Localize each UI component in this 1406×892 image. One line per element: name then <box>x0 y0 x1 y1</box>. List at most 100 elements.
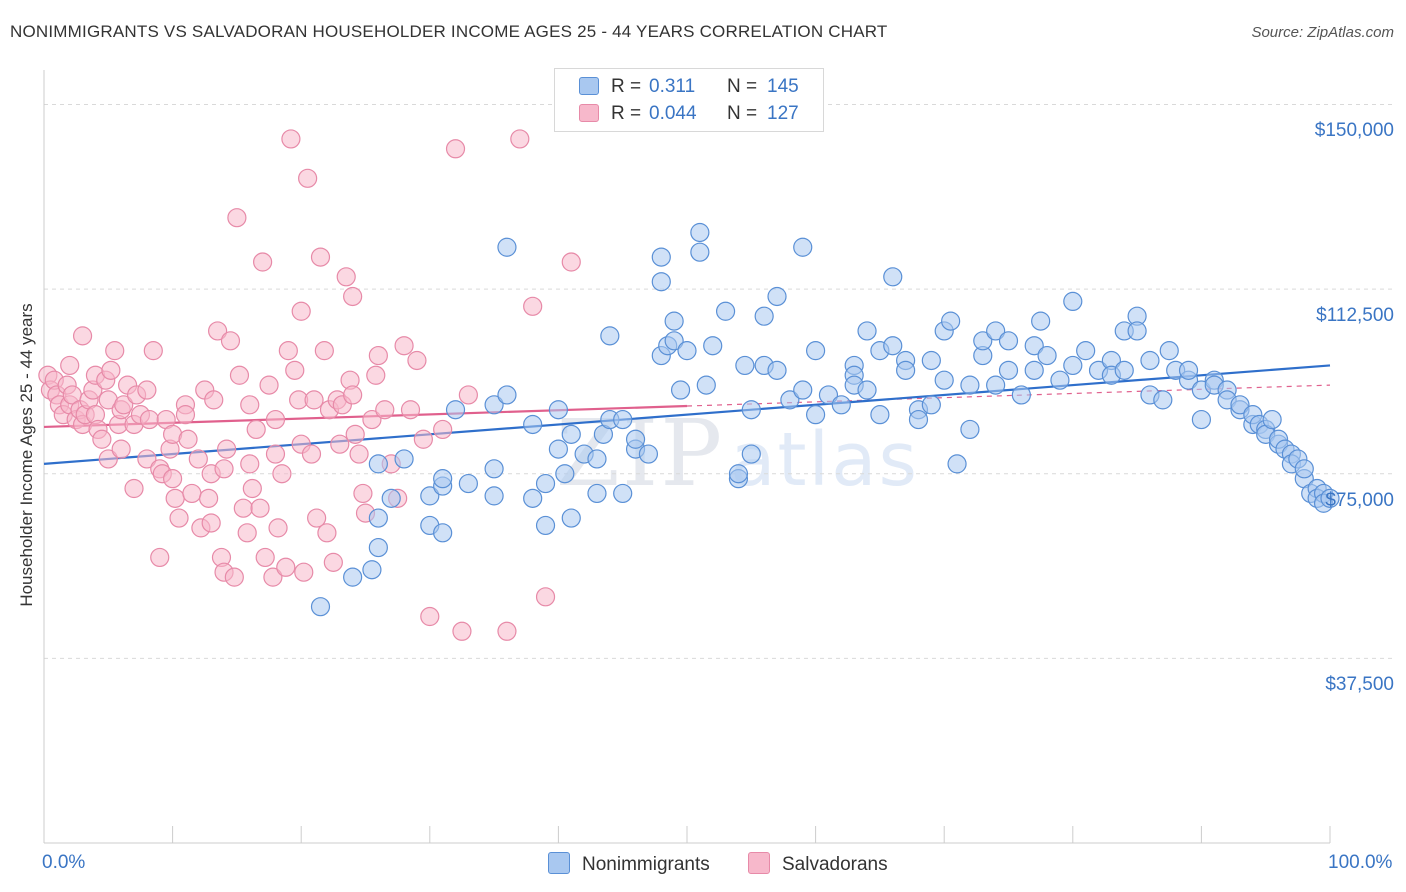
salvadorans-point <box>497 621 517 641</box>
nonimmigrants-swatch <box>579 77 599 95</box>
nonimmigrants-point <box>1294 459 1314 479</box>
salvadorans-point <box>535 587 556 607</box>
salvadorans-points <box>38 129 581 641</box>
nonimmigrants-point <box>548 400 569 420</box>
salvadorans-point <box>137 380 157 400</box>
salvadorans-point <box>420 606 440 627</box>
nonimmigrants-point <box>362 560 382 580</box>
salvadorans-point <box>240 395 260 415</box>
nonimmigrants-point <box>625 429 646 449</box>
nonimmigrants-point <box>484 459 504 479</box>
salvadorans-point <box>336 267 356 287</box>
salvadorans-point <box>510 129 530 149</box>
x-tick-label-min: 0.0% <box>42 852 86 873</box>
legend-item-salvadorans[interactable]: Salvadorans <box>748 852 888 876</box>
salvadorans-point <box>224 567 244 587</box>
salvadorans-point <box>237 523 257 543</box>
nonimmigrants-point <box>1230 395 1250 415</box>
nonimmigrants-point <box>960 375 980 395</box>
salvadorans-point <box>294 562 314 582</box>
nonimmigrants-point <box>735 355 755 376</box>
legend-item-nonimmigrants[interactable]: Nonimmigrants <box>548 852 710 876</box>
nonimmigrants-point <box>896 360 916 380</box>
nonimmigrants-point <box>973 331 993 351</box>
salvadorans-point <box>400 400 421 420</box>
nonimmigrants-point <box>831 395 851 415</box>
salvadorans-point <box>307 508 327 528</box>
nonimmigrants-point <box>1063 355 1083 376</box>
salvadorans-point <box>114 395 134 415</box>
y-tick-label: $150,000 <box>1314 120 1394 142</box>
salvadorans-point <box>349 444 369 464</box>
n-value-nonimmigrants: 145 <box>767 76 799 97</box>
source-credit: Source: ZipAtlas.com <box>1251 24 1394 41</box>
legend-label-nonimmigrants: Nonimmigrants <box>582 854 710 875</box>
salvadorans-point <box>255 547 275 568</box>
nonimmigrants-point <box>818 385 839 405</box>
salvadorans-point <box>178 429 198 449</box>
nonimmigrants-point <box>793 380 813 400</box>
n-label: N = <box>727 76 758 97</box>
y-tick-label: $75,000 <box>1325 489 1394 511</box>
nonimmigrants-point <box>1011 385 1031 405</box>
nonimmigrants-point <box>1262 409 1282 430</box>
nonimmigrants-point <box>1031 311 1051 331</box>
nonimmigrants-point <box>1320 488 1340 508</box>
nonimmigrants-point <box>690 222 710 243</box>
nonimmigrants-point <box>548 439 569 459</box>
salvadorans-point <box>375 400 395 420</box>
nonimmigrants-point <box>998 331 1019 351</box>
salvadorans-point <box>175 405 196 425</box>
salvadorans-point <box>201 513 221 533</box>
salvadorans-point <box>362 409 382 430</box>
salvadorans-point <box>353 483 373 504</box>
salvadorans-point <box>182 483 202 504</box>
salvadorans-point <box>268 518 288 538</box>
salvadorans-point <box>204 390 224 410</box>
nonimmigrants-legend-swatch <box>548 852 570 874</box>
salvadorans-point <box>143 341 163 361</box>
salvadorans-point <box>345 424 365 444</box>
salvadorans-point <box>433 419 453 440</box>
stats-row-salvadorans: R = 0.044 N = 127 <box>579 101 799 127</box>
salvadorans-point <box>281 129 301 149</box>
salvadorans-point <box>314 341 334 361</box>
salvadorans-point <box>111 439 131 459</box>
nonimmigrants-point <box>921 395 941 415</box>
nonimmigrants-point <box>433 469 453 489</box>
nonimmigrants-point <box>741 444 761 464</box>
nonimmigrants-point <box>1050 370 1070 390</box>
salvadorans-point <box>343 286 363 307</box>
nonimmigrants-point <box>497 385 517 405</box>
nonimmigrants-point <box>677 341 697 361</box>
stats-legend: R = 0.311 N = 145 R = 0.044 N = 127 <box>554 68 824 132</box>
nonimmigrants-point <box>793 237 813 257</box>
salvadorans-point <box>263 567 283 587</box>
nonimmigrants-point <box>1024 360 1044 380</box>
salvadorans-point <box>343 385 363 405</box>
nonimmigrants-point <box>368 508 388 528</box>
salvadorans-point <box>259 375 279 395</box>
nonimmigrants-point <box>535 473 556 494</box>
nonimmigrants-point <box>947 454 967 474</box>
salvadorans-point <box>137 449 157 469</box>
salvadorans-point <box>150 547 170 568</box>
salvadorans-point <box>301 444 322 464</box>
nonimmigrants-point <box>651 247 671 267</box>
nonimmigrants-point <box>805 341 826 361</box>
nonimmigrants-point <box>960 419 980 440</box>
nonimmigrants-point <box>381 488 401 508</box>
nonimmigrants-point <box>728 464 749 484</box>
nonimmigrants-point <box>1178 360 1199 380</box>
nonimmigrants-point <box>986 321 1006 341</box>
salvadorans-point <box>105 341 125 361</box>
salvadorans-point <box>208 321 228 341</box>
nonimmigrants-point <box>1076 341 1096 361</box>
nonimmigrants-point <box>934 370 954 390</box>
nonimmigrants-point <box>445 400 466 420</box>
nonimmigrants-point <box>1114 360 1134 380</box>
nonimmigrants-point <box>883 267 903 287</box>
nonimmigrants-point <box>368 537 388 558</box>
r-value-salvadorans: 0.044 <box>649 103 697 124</box>
nonimmigrants-point <box>497 237 517 257</box>
